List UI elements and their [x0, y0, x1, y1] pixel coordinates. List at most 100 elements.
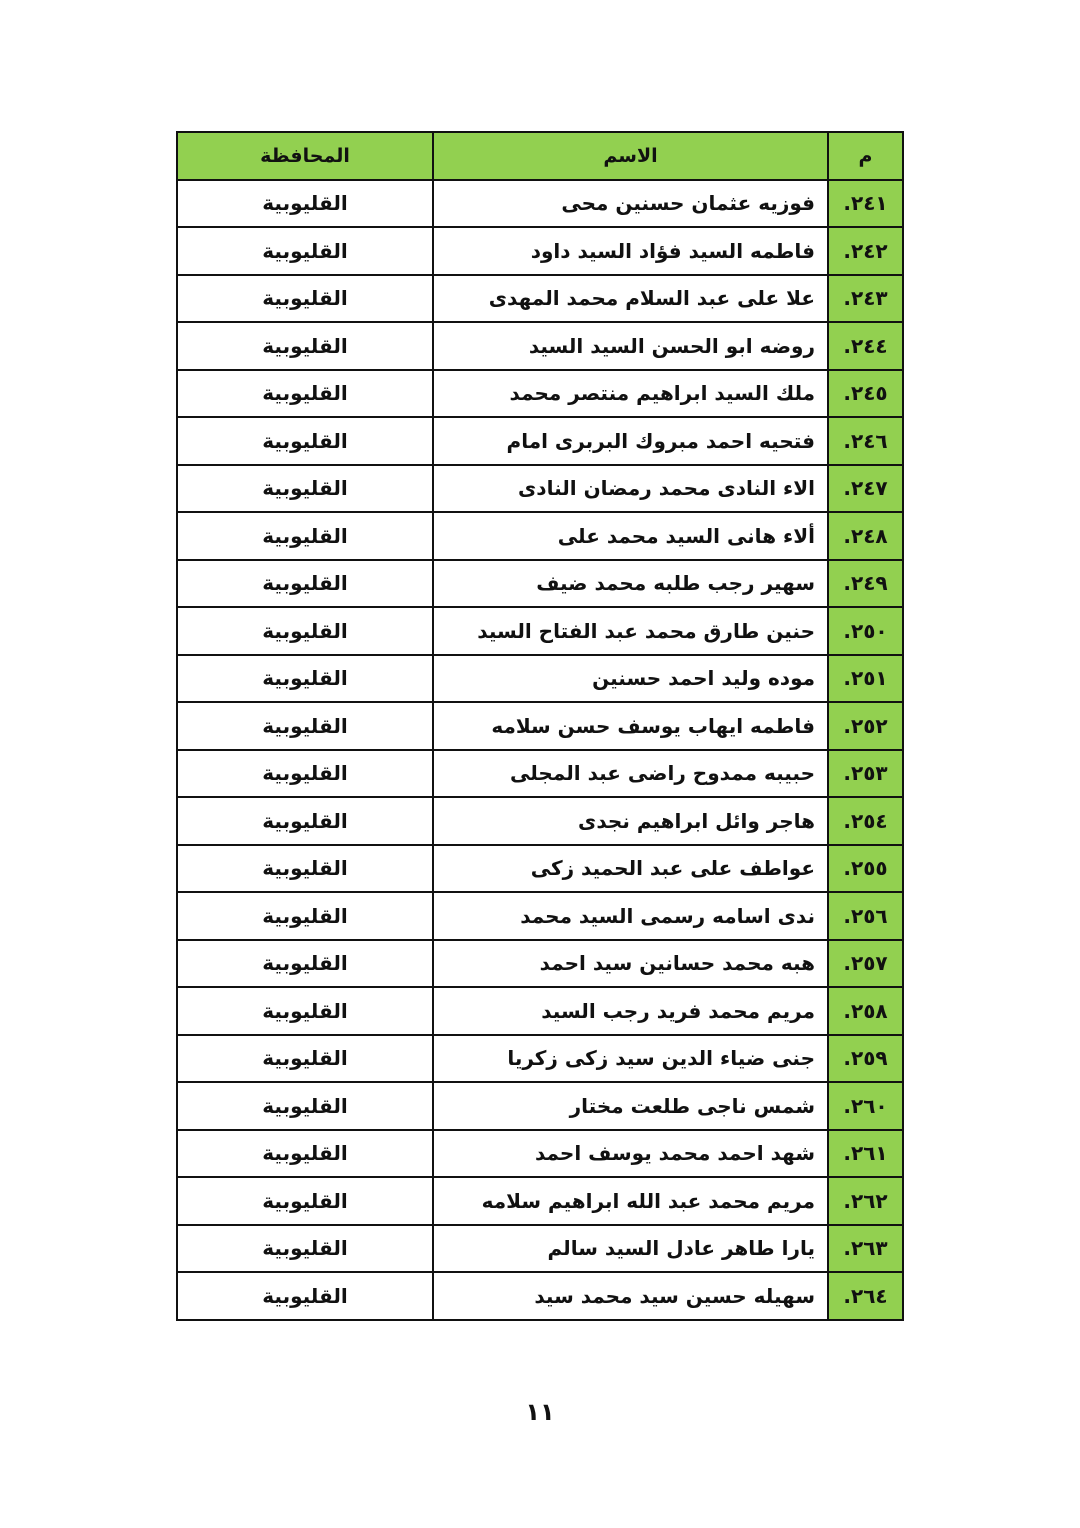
table-row: ٢٤٣. علا على عبد السلام محمد المهدى القليو… — [176, 273, 904, 323]
table-row: ٢٤٩. سهير رجب طلبه محمد ضيف القليوبية — [176, 558, 904, 608]
row-number: ٢٤٢. — [827, 226, 904, 276]
header-governorate: المحافظة — [176, 131, 434, 181]
row-governorate: القليوبية — [176, 986, 434, 1036]
row-governorate: القليوبية — [176, 273, 434, 323]
row-name: عواطف على عبد الحميد زكى — [432, 843, 829, 893]
row-name: ملك السيد ابراهيم منتصر محمد — [432, 368, 829, 418]
row-governorate: القليوبية — [176, 1033, 434, 1083]
row-governorate: القليوبية — [176, 1271, 434, 1321]
row-name: هبه محمد حسانين سيد احمد — [432, 938, 829, 988]
table-row: ٢٤٤. روضه ابو الحسن السيد السيد القليوبية — [176, 321, 904, 371]
row-name: شمس ناجى طلعت مختار — [432, 1081, 829, 1131]
names-table: م الاسم المحافظة ٢٤١. فوزيه عثمان حسنين م… — [176, 131, 904, 1321]
row-name: مريم محمد فريد رجب السيد — [432, 986, 829, 1036]
row-number: ٢٤١. — [827, 178, 904, 228]
row-name: ألاء هانى السيد محمد على — [432, 511, 829, 561]
row-governorate: القليوبية — [176, 796, 434, 846]
row-number: ٢٥٨. — [827, 986, 904, 1036]
row-number: ٢٤٥. — [827, 368, 904, 418]
table-row: ٢٤٨. ألاء هانى السيد محمد على القليوبية — [176, 511, 904, 561]
row-number: ٢٥٥. — [827, 843, 904, 893]
row-name: فاطمه ايهاب يوسف حسن سلامه — [432, 701, 829, 751]
table-row: ٢٤٧. الاء النادى محمد رمضان النادى القليوب… — [176, 463, 904, 513]
row-number: ٢٥٠. — [827, 606, 904, 656]
row-number: ٢٥٣. — [827, 748, 904, 798]
row-name: سهير رجب طلبه محمد ضيف — [432, 558, 829, 608]
table-row: ٢٥٧. هبه محمد حسانين سيد احمد القليوبية — [176, 938, 904, 988]
table-row: ٢٤٥. ملك السيد ابراهيم منتصر محمد القليوبي… — [176, 368, 904, 418]
table-row: ٢٥٥. عواطف على عبد الحميد زكى القليوبية — [176, 843, 904, 893]
table-row: ٢٥٦. ندى اسامه رسمى السيد محمد القليوبية — [176, 891, 904, 941]
header-name: الاسم — [432, 131, 829, 181]
row-governorate: القليوبية — [176, 1176, 434, 1226]
row-name: الاء النادى محمد رمضان النادى — [432, 463, 829, 513]
row-number: ٢٥١. — [827, 653, 904, 703]
row-name: فتحيه احمد مبروك البربرى امام — [432, 416, 829, 466]
row-name: فاطمه السيد فؤاد السيد داود — [432, 226, 829, 276]
row-governorate: القليوبية — [176, 511, 434, 561]
row-governorate: القليوبية — [176, 606, 434, 656]
row-name: مريم محمد عبد الله ابراهيم سلامه — [432, 1176, 829, 1226]
row-governorate: القليوبية — [176, 653, 434, 703]
row-number: ٢٦٢. — [827, 1176, 904, 1226]
row-governorate: القليوبية — [176, 416, 434, 466]
table-row: ٢٦٣. يارا طاهر عادل السيد سالم القليوبية — [176, 1223, 904, 1273]
row-name: فوزيه عثمان حسنين محى — [432, 178, 829, 228]
row-governorate: القليوبية — [176, 178, 434, 228]
row-governorate: القليوبية — [176, 748, 434, 798]
table-row: ٢٤١. فوزيه عثمان حسنين محى القليوبية — [176, 178, 904, 228]
row-governorate: القليوبية — [176, 938, 434, 988]
row-governorate: القليوبية — [176, 321, 434, 371]
table-row: ٢٥٣. حبيبه ممدوح راضى عبد المجلى القليوبية — [176, 748, 904, 798]
row-name: يارا طاهر عادل السيد سالم — [432, 1223, 829, 1273]
table-row: ٢٦٠. شمس ناجى طلعت مختار القليوبية — [176, 1081, 904, 1131]
row-number: ٢٦٤. — [827, 1271, 904, 1321]
row-number: ٢٤٤. — [827, 321, 904, 371]
row-governorate: القليوبية — [176, 368, 434, 418]
row-name: شهد احمد محمد يوسف احمد — [432, 1128, 829, 1178]
header-row: م الاسم المحافظة — [176, 131, 904, 181]
header-num: م — [827, 131, 904, 181]
table-row: ٢٦٢. مريم محمد عبد الله ابراهيم سلامه القل… — [176, 1176, 904, 1226]
row-number: ٢٦٠. — [827, 1081, 904, 1131]
row-number: ٢٤٨. — [827, 511, 904, 561]
table-row: ٢٥٨. مريم محمد فريد رجب السيد القليوبية — [176, 986, 904, 1036]
row-governorate: القليوبية — [176, 463, 434, 513]
row-name: حبيبه ممدوح راضى عبد المجلى — [432, 748, 829, 798]
row-governorate: القليوبية — [176, 701, 434, 751]
table-row: ٢٤٦. فتحيه احمد مبروك البربرى امام القليوب… — [176, 416, 904, 466]
row-governorate: القليوبية — [176, 891, 434, 941]
row-number: ٢٤٧. — [827, 463, 904, 513]
row-governorate: القليوبية — [176, 1223, 434, 1273]
row-number: ٢٦٣. — [827, 1223, 904, 1273]
row-number: ٢٦١. — [827, 1128, 904, 1178]
row-name: روضه ابو الحسن السيد السيد — [432, 321, 829, 371]
row-number: ٢٤٣. — [827, 273, 904, 323]
row-name: سهيله حسين سيد محمد سيد — [432, 1271, 829, 1321]
table-row: ٢٦١. شهد احمد محمد يوسف احمد القليوبية — [176, 1128, 904, 1178]
row-name: حنين طارق محمد عبد الفتاح السيد — [432, 606, 829, 656]
table-row: ٢٥٠. حنين طارق محمد عبد الفتاح السيد القلي… — [176, 606, 904, 656]
row-number: ٢٤٦. — [827, 416, 904, 466]
row-governorate: القليوبية — [176, 226, 434, 276]
row-number: ٢٥٤. — [827, 796, 904, 846]
table-row: ٢٦٤. سهيله حسين سيد محمد سيد القليوبية — [176, 1271, 904, 1321]
row-governorate: القليوبية — [176, 1128, 434, 1178]
row-name: موده وليد احمد حسنين — [432, 653, 829, 703]
row-number: ٢٥٢. — [827, 701, 904, 751]
row-governorate: القليوبية — [176, 558, 434, 608]
row-governorate: القليوبية — [176, 843, 434, 893]
row-governorate: القليوبية — [176, 1081, 434, 1131]
table-row: ٢٥١. موده وليد احمد حسنين القليوبية — [176, 653, 904, 703]
row-number: ٢٥٩. — [827, 1033, 904, 1083]
row-number: ٢٥٦. — [827, 891, 904, 941]
row-name: علا على عبد السلام محمد المهدى — [432, 273, 829, 323]
row-name: هاجر وائل ابراهيم نجدى — [432, 796, 829, 846]
row-name: جنى ضياء الدين سيد زكى زكريا — [432, 1033, 829, 1083]
row-number: ٢٥٧. — [827, 938, 904, 988]
table-row: ٢٥٢. فاطمه ايهاب يوسف حسن سلامه القليوبية — [176, 701, 904, 751]
page-number: ١١ — [525, 1398, 555, 1426]
row-number: ٢٤٩. — [827, 558, 904, 608]
table-row: ٢٥٩. جنى ضياء الدين سيد زكى زكريا القليوبي… — [176, 1033, 904, 1083]
table-row: ٢٥٤. هاجر وائل ابراهيم نجدى القليوبية — [176, 796, 904, 846]
